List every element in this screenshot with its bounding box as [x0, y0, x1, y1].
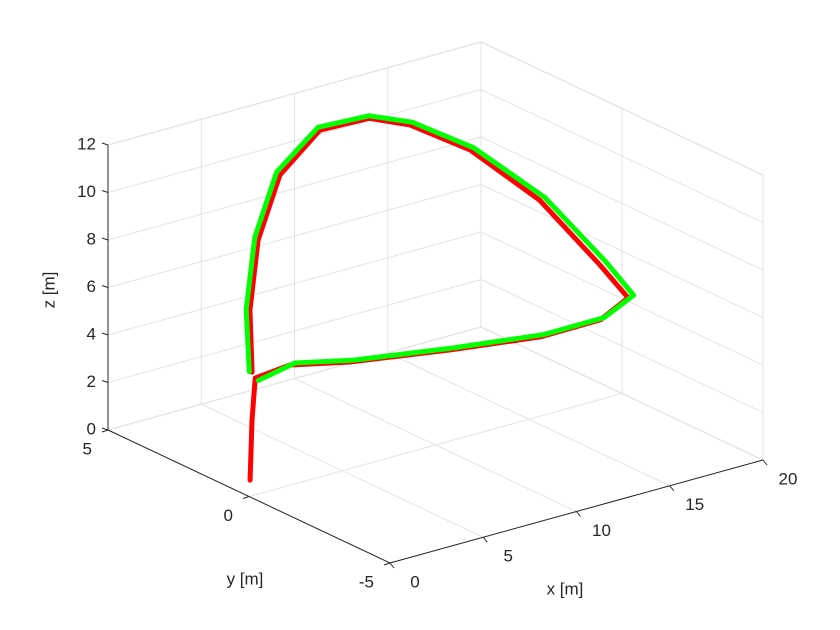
z-tick-label: 6 — [87, 277, 96, 296]
x-tick — [389, 562, 395, 569]
trajectory-line — [243, 113, 637, 383]
z-tick — [101, 332, 109, 336]
y-tick — [101, 429, 109, 433]
x-tick-label: 20 — [779, 469, 798, 488]
z-tick — [101, 237, 109, 241]
grid-line — [107, 89, 482, 193]
z-axis-title: z [m] — [39, 272, 58, 309]
z-tick-label: 4 — [87, 324, 96, 343]
grid-line — [107, 231, 482, 336]
grid-line — [480, 184, 764, 318]
x-tick-label: 10 — [592, 521, 611, 540]
grid-line — [107, 184, 482, 288]
trajectory-line — [247, 115, 631, 483]
grid-line — [480, 89, 764, 223]
z-tick-label: 10 — [77, 182, 96, 201]
y-tick-label: 5 — [83, 439, 92, 458]
x-axis-title: x [m] — [547, 579, 584, 598]
y-tick — [383, 562, 391, 566]
grid-line — [480, 41, 764, 176]
x-tick — [576, 511, 581, 517]
grid-line — [107, 136, 482, 241]
x-tick — [762, 459, 768, 466]
x-tick-label: 5 — [504, 547, 513, 566]
z-tick-label: 2 — [87, 372, 96, 391]
z-tick-label: 12 — [77, 134, 96, 153]
x-tick — [669, 485, 675, 492]
z-tick — [101, 380, 109, 383]
z-tick-label: 0 — [87, 419, 96, 438]
x-tick — [482, 536, 488, 543]
z-tick-label: 8 — [87, 229, 96, 248]
z-tick — [101, 190, 109, 193]
x-tick-label: 0 — [410, 572, 419, 591]
y-tick — [242, 496, 250, 499]
y-tick-label: 0 — [224, 506, 233, 525]
grid-line — [480, 279, 764, 413]
grid-line — [107, 326, 482, 431]
z-tick — [101, 427, 109, 431]
z-tick — [101, 142, 109, 146]
grid-line — [480, 231, 764, 366]
grid-line — [107, 41, 482, 146]
grid-line — [248, 393, 623, 497]
y-axis-title: y [m] — [227, 569, 264, 588]
x-tick-label: 15 — [685, 495, 704, 514]
grid-line — [480, 326, 764, 461]
y-tick-label: -5 — [359, 572, 374, 591]
grid-line — [480, 136, 764, 271]
z-tick — [101, 285, 109, 288]
grid-line — [107, 279, 482, 383]
